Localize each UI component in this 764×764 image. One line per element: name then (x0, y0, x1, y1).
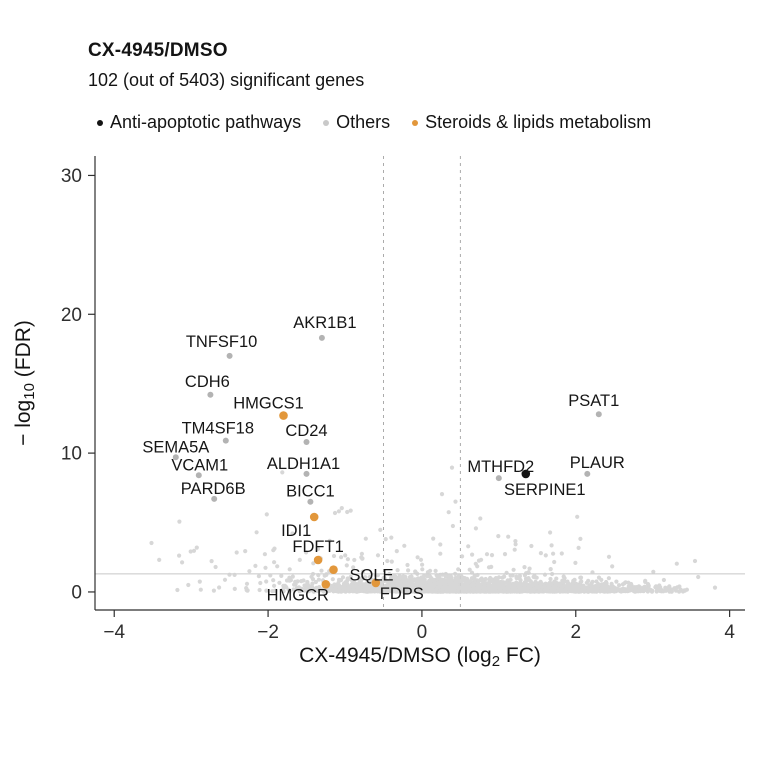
gene-point-TNFSF10 (226, 352, 233, 359)
threshold-lines (95, 156, 745, 610)
axis-tick-labels: −4 −2 0 2 4 0 10 20 30 (61, 166, 735, 643)
gene-point-PSAT1 (595, 411, 602, 418)
y-tick-label: 20 (61, 305, 82, 326)
gene-point-HMGCR (321, 580, 331, 589)
gene-label-SQLE: SQLE (349, 567, 393, 585)
x-tick-label: 0 (417, 622, 428, 643)
gene-point-PLAUR (584, 470, 591, 477)
background-points (149, 465, 718, 594)
legend-item-anti-apoptotic: Anti-apoptotic pathways (97, 112, 301, 133)
legend-item-steroids-lipids: Steroids & lipids metabolism (412, 112, 651, 133)
y-tick-label: 10 (61, 444, 82, 465)
gene-label-BICC1: BICC1 (286, 483, 335, 501)
gene-point-VCAM1 (195, 472, 202, 479)
legend-label-others: Others (336, 112, 391, 132)
legend-label-steroids-lipids: Steroids & lipids metabolism (425, 112, 652, 132)
gene-label-FDFT1: FDFT1 (292, 538, 343, 556)
gene-point-PARD6B (211, 495, 218, 502)
gene-label-MTHFD2: MTHFD2 (467, 458, 534, 476)
gene-label-PLAUR: PLAUR (570, 454, 625, 472)
gene-label-AKR1B1: AKR1B1 (293, 314, 356, 332)
gene-label-FDPS: FDPS (380, 585, 424, 603)
others-dot-icon (323, 119, 330, 126)
gene-point-MTHFD2 (495, 475, 502, 482)
chart-subtitle: 102 (out of 5403) significant genes (88, 70, 365, 90)
gene-label-CD24: CD24 (285, 422, 327, 440)
gene-label-HMGCS1: HMGCS1 (233, 395, 304, 413)
gene-label-TNFSF10: TNFSF10 (186, 333, 258, 351)
y-tick-label: 0 (71, 582, 82, 603)
gene-point-SQLE (329, 565, 338, 574)
gene-label-ALDH1A1: ALDH1A1 (267, 455, 340, 473)
gene-label-PSAT1: PSAT1 (568, 392, 619, 410)
chart-title: CX-4945/DMSO (88, 40, 228, 61)
gene-label-PARD6B: PARD6B (181, 480, 246, 498)
gene-point-SERPINE1 (521, 469, 531, 479)
gene-point-SEMA5A (172, 454, 179, 461)
gene-label-SEMA5A: SEMA5A (142, 438, 209, 456)
gene-point-BICC1 (307, 498, 314, 505)
volcano-scatter-plot: −4 −2 0 2 4 0 10 20 30 CX-4945/DMSO (log2 FC) − lo… (12, 156, 745, 670)
gene-label-HMGCR: HMGCR (267, 586, 329, 604)
chart-legend: Anti-apoptotic pathways Others Steroids … (97, 112, 651, 133)
gene-label-TM4SF18: TM4SF18 (182, 420, 254, 438)
x-axis-title: CX-4945/DMSO (log2 FC) (299, 644, 541, 670)
gene-label-SERPINE1: SERPINE1 (504, 481, 586, 499)
gene-label-CDH6: CDH6 (185, 373, 230, 391)
gene-label-IDI1: IDI1 (281, 522, 311, 540)
legend-item-others: Others (323, 112, 390, 133)
gene-points (172, 334, 602, 589)
axes (94, 156, 745, 611)
steroids-lipids-dot-icon (412, 119, 419, 126)
gene-point-FDFT1 (313, 555, 323, 565)
axis-ticks (88, 174, 731, 617)
gene-point-CDH6 (207, 391, 214, 398)
gene-point-ALDH1A1 (303, 470, 310, 477)
gene-point-TM4SF18 (222, 437, 229, 444)
x-tick-label: −2 (257, 622, 279, 643)
anti-apoptotic-dot-icon (97, 119, 103, 126)
y-tick-label: 30 (61, 166, 82, 187)
gene-point-CD24 (303, 439, 310, 445)
figure-header: CX-4945/DMSO 102 (out of 5403) significa… (88, 40, 364, 91)
gene-point-HMGCS1 (279, 411, 288, 420)
x-tick-label: −4 (103, 622, 125, 643)
gene-point-IDI1 (309, 512, 319, 522)
x-tick-label: 4 (724, 622, 735, 643)
gene-label-VCAM1: VCAM1 (171, 456, 228, 474)
x-tick-label: 2 (570, 622, 581, 643)
y-axis-title: − log10 (FDR) (12, 320, 38, 446)
gene-point-AKR1B1 (318, 334, 325, 341)
gene-point-FDPS (371, 578, 381, 588)
legend-label-anti-apoptotic: Anti-apoptotic pathways (110, 112, 302, 132)
